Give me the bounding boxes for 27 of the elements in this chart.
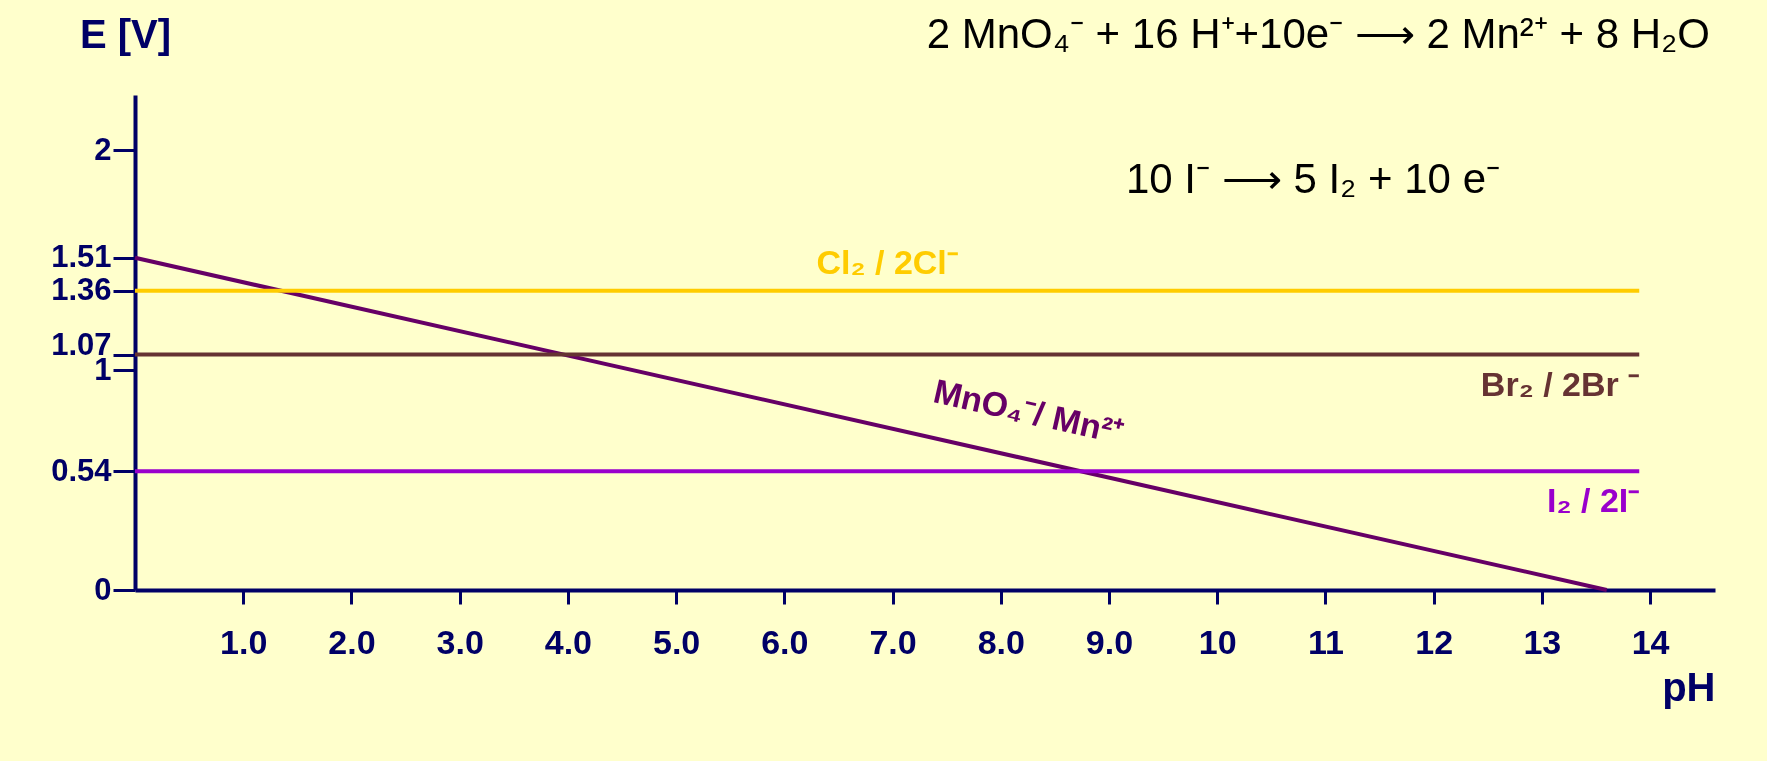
y-tick-label: 1.51 bbox=[51, 239, 112, 275]
x-tick-label: 6.0 bbox=[761, 622, 809, 661]
x-tick-label: 10 bbox=[1198, 622, 1237, 661]
x-tick-label: 14 bbox=[1631, 622, 1670, 661]
x-tick-label: 5.0 bbox=[652, 622, 701, 661]
x-tick-label: 3.0 bbox=[436, 622, 484, 661]
y-axis-title: E [V] bbox=[79, 11, 172, 56]
x-tick-label: 8.0 bbox=[977, 622, 1025, 661]
x-tick-label: 1.0 bbox=[220, 622, 268, 661]
x-tick-label: 4.0 bbox=[544, 622, 593, 661]
x-axis-title: pH bbox=[1662, 664, 1716, 709]
text: 2 MnO₄⁻ + 16 H⁺+10e⁻ ⟶ 2 Mn²⁺ + 8 H₂O bbox=[926, 10, 1710, 57]
series-label: Br₂ / 2Br ⁻ bbox=[1480, 364, 1640, 403]
y-tick-label: 0.54 bbox=[51, 452, 113, 488]
text: MnO₄⁻/ Mn²⁺ bbox=[930, 371, 1127, 452]
x-tick-label: 7.0 bbox=[869, 622, 917, 661]
x-tick-label: 11 bbox=[1307, 622, 1344, 661]
x-tick-label: 9.0 bbox=[1085, 622, 1134, 661]
series-label: I₂ / 2I⁻ bbox=[1547, 481, 1640, 520]
annotation: 10 I⁻ ⟶ 5 I₂ + 10 e⁻ bbox=[1125, 155, 1500, 202]
x-tick-label: 12 bbox=[1415, 622, 1454, 661]
x-tick-label: 2.0 bbox=[328, 622, 376, 661]
x-tick-label: 13 bbox=[1523, 622, 1562, 661]
y-tick-label: 2 bbox=[94, 131, 112, 167]
y-tick-label: 0 bbox=[94, 571, 112, 607]
y-tick-label: 1.36 bbox=[51, 272, 112, 308]
series-label: Cl₂ / 2Cl⁻ bbox=[816, 242, 958, 281]
